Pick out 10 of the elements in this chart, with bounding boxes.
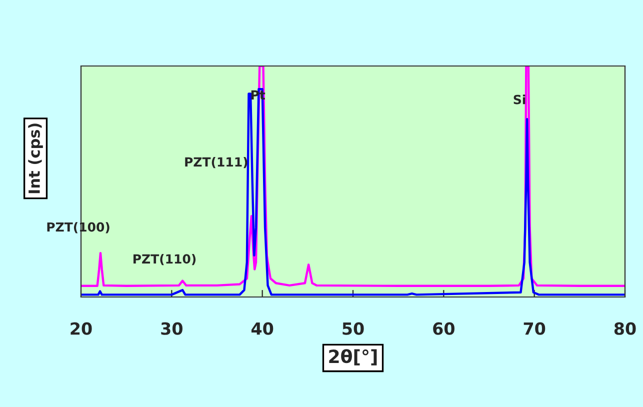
x-tick-label: 30 xyxy=(161,322,182,335)
x-axis-title: 2θ[°] xyxy=(329,349,377,366)
y-axis-title: Int (cps) xyxy=(28,124,43,194)
x-tick-label: 50 xyxy=(342,322,364,335)
x-tick-label: 80 xyxy=(614,322,636,335)
x-tick-label: 40 xyxy=(251,322,274,335)
x-tick-label: 60 xyxy=(433,322,454,335)
annotation: PZT(110) xyxy=(134,254,196,266)
x-tick-label: 70 xyxy=(524,322,546,335)
x-tick-label: 20 xyxy=(70,322,92,335)
